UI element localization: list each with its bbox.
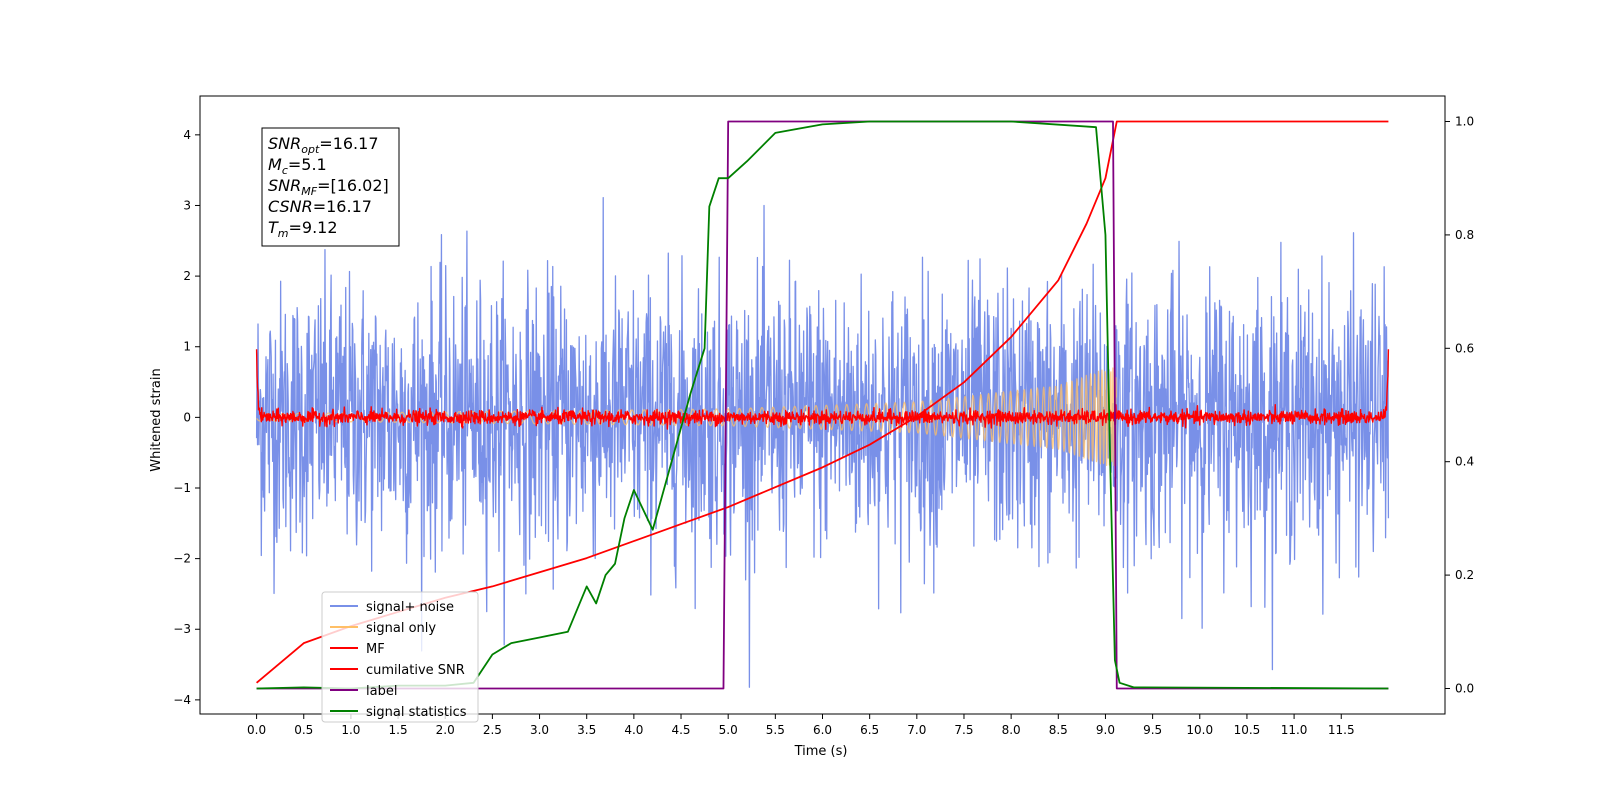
x-tick-label: 2.5 (483, 723, 502, 737)
legend-entry: signal only (366, 621, 436, 636)
legend-entry: label (366, 684, 397, 699)
x-tick-label: 11.0 (1281, 723, 1308, 737)
x-tick-label: 5.5 (766, 723, 785, 737)
x-tick-label: 10.0 (1186, 723, 1213, 737)
x-tick-label: 7.0 (907, 723, 926, 737)
x-tick-label: 8.0 (1002, 723, 1021, 737)
legend: signal+ noise signal only MF cumilative SNR… (321, 591, 479, 723)
series-signal-only-line (256, 365, 1118, 467)
x-tick-label: 6.5 (860, 723, 879, 737)
annotation-line: Tm=9.12 (268, 218, 338, 240)
x-tick-label: 10.5 (1234, 723, 1261, 737)
y-tick-label: −1 (173, 481, 191, 495)
y-tick-label: −3 (173, 622, 191, 636)
x-tick-label: 4.0 (624, 723, 643, 737)
series-signal-noise-line (255, 196, 1390, 688)
x-tick-label: 7.5 (954, 723, 973, 737)
x-axis: 0.0 0.5 1.0 1.5 2.0 2.5 3.0 3.5 4.0 4.5 5.0 5.5 6.0 6… (247, 714, 1355, 737)
series-mf-line (255, 349, 1390, 430)
x-tick-label: 9.5 (1143, 723, 1162, 737)
y-axis-left: 4 3 2 1 0 −1 −2 −3 −4 (173, 128, 200, 707)
annotation-box: SNRopt=16.17Mc=5.1SNRMF=[16.02]CSNR=16.1… (261, 127, 400, 247)
x-axis-label: Time (s) (794, 744, 848, 759)
y-right-tick-label: 0.4 (1455, 455, 1474, 469)
legend-entry: cumilative SNR (366, 663, 465, 678)
x-tick-label: 1.5 (389, 723, 408, 737)
y-axis-label: Whitened strain (149, 368, 164, 471)
x-tick-label: 3.5 (577, 723, 596, 737)
x-tick-label: 9.0 (1096, 723, 1115, 737)
x-tick-label: 5.0 (719, 723, 738, 737)
y-tick-label: 2 (183, 269, 191, 283)
y-tick-label: 0 (183, 410, 191, 424)
x-tick-label: 3.0 (530, 723, 549, 737)
y-tick-label: 3 (183, 198, 191, 212)
y-axis-right: 1.0 0.8 0.6 0.4 0.2 0.0 (1445, 115, 1474, 695)
annotation-line: Mc=5.1 (268, 155, 327, 177)
y-tick-label: 1 (183, 340, 191, 354)
y-right-tick-label: 0.0 (1455, 681, 1474, 695)
y-right-tick-label: 0.6 (1455, 341, 1474, 355)
x-tick-label: 0.0 (247, 723, 266, 737)
y-tick-label: −2 (173, 552, 191, 566)
y-right-tick-label: 1.0 (1455, 115, 1474, 129)
y-tick-label: −4 (173, 693, 191, 707)
legend-entry: signal statistics (366, 705, 467, 720)
y-right-tick-label: 0.8 (1455, 228, 1474, 242)
y-tick-label: 4 (183, 128, 191, 142)
series-signal-statistics-line (256, 120, 1389, 690)
x-tick-label: 2.0 (436, 723, 455, 737)
legend-frame (321, 591, 479, 723)
legend-entry: MF (366, 642, 385, 657)
annotation-line: SNRopt=16.17 (268, 134, 379, 156)
annotation-line: CSNR=16.17 (268, 197, 372, 216)
x-tick-label: 0.5 (294, 723, 313, 737)
annotation-line: SNRMF=[16.02] (268, 176, 389, 198)
x-tick-label: 6.0 (813, 723, 832, 737)
y-right-tick-label: 0.2 (1455, 568, 1474, 582)
x-tick-label: 8.5 (1049, 723, 1068, 737)
x-tick-label: 4.5 (671, 723, 690, 737)
legend-entry: signal+ noise (366, 600, 454, 615)
x-tick-label: 1.0 (341, 723, 360, 737)
x-tick-label: 11.5 (1328, 723, 1355, 737)
